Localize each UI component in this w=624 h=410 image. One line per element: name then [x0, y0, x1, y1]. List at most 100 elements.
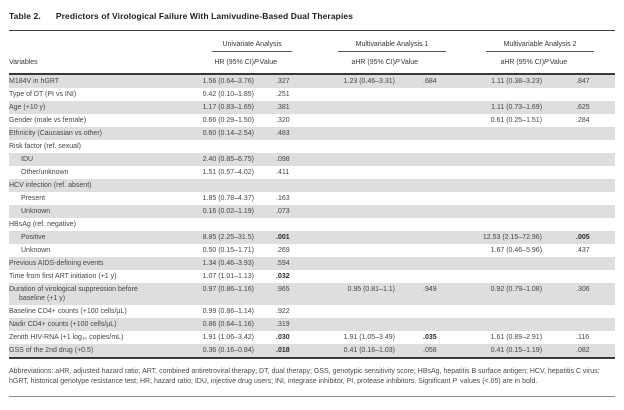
- cell: [449, 179, 544, 192]
- row-label: Age (+10 y): [9, 104, 46, 111]
- cell: [311, 140, 395, 153]
- table-row: Positive 8.85 (2.25–31.5) .001 12.53 (2.15–…: [9, 231, 616, 244]
- cell: [544, 192, 615, 205]
- cell: .437: [576, 247, 590, 254]
- cell: [544, 205, 615, 218]
- cell: [544, 318, 615, 331]
- spacer-cell: [9, 31, 196, 53]
- cell: 0.66 (0.29–1.50): [202, 117, 254, 124]
- cell: [311, 231, 395, 244]
- cell: .381: [276, 104, 290, 111]
- cell: [311, 218, 395, 231]
- cell: .483: [276, 130, 290, 137]
- cell: [449, 127, 544, 140]
- cell: [395, 192, 449, 205]
- cell: .284: [576, 117, 590, 124]
- row-label: Ethnicity (Caucasian vs other): [9, 130, 102, 137]
- row-label: HCV infection (ref. absent): [9, 182, 92, 189]
- cell: .949: [423, 286, 437, 293]
- table-row: Time from first ART initiation (+1 y) 1.0…: [9, 270, 615, 283]
- cell: 1.85 (0.78–4.37): [202, 195, 254, 202]
- col-header-pvalue-3: PValue: [544, 52, 616, 75]
- cell: 1.67 (0.46–5.96): [490, 247, 543, 254]
- cell: .269: [276, 247, 290, 254]
- cell: 0.42 (0.10–1.85): [202, 91, 254, 98]
- cell: .625: [576, 104, 590, 111]
- column-header-row: Variables HR (95% CI) PValue aHR (95% CI…: [9, 52, 616, 75]
- table-row: IDU 2.40 (0.85–6.75) .098: [9, 153, 616, 166]
- table-row: Baseline CD4+ counts (+100 cells/µL) 0.99…: [9, 305, 615, 318]
- cell: .082: [576, 347, 590, 354]
- cell: 0.92 (0.79–1.08): [490, 286, 543, 293]
- table-caption: Table 2. Predictors of Virological Failur…: [9, 11, 615, 21]
- cell: .030: [276, 334, 290, 341]
- table-number: Table 2.: [9, 11, 41, 21]
- cell: [311, 166, 395, 179]
- cell: .163: [276, 195, 290, 202]
- cell: [395, 166, 449, 179]
- cell: 1.17 (0.83–1.65): [202, 104, 254, 111]
- cell: [449, 88, 544, 101]
- row-label: Unknown: [21, 208, 51, 215]
- table-row: Ethnicity (Caucasian vs other) 0.60 (0.14…: [9, 127, 616, 140]
- cell: 0.97 (0.86–1.16): [202, 286, 254, 293]
- row-label: Present: [21, 195, 46, 202]
- cell: [395, 153, 449, 166]
- cell: .411: [276, 169, 290, 176]
- table-row: HBsAg (ref. negative): [9, 218, 615, 231]
- cell: .922: [276, 308, 290, 315]
- cell: [449, 192, 544, 205]
- cell: [311, 153, 395, 166]
- cell: [395, 231, 449, 244]
- table-row: Risk factor (ref. sexual): [9, 140, 615, 153]
- cell: 1.91 (1.05–3.49): [343, 334, 396, 341]
- cell: [311, 318, 395, 331]
- col-header-ahr-1: aHR (95% CI): [311, 52, 396, 75]
- cell: [196, 179, 254, 192]
- table-row: Gender (male vs female) 0.66 (0.29–1.50).…: [9, 114, 615, 127]
- cell: 1.11 (0.38–3.23): [491, 78, 543, 85]
- cell: 12.53 (2.15–72.96): [482, 234, 543, 241]
- row-label: Risk factor (ref. sexual): [9, 143, 81, 150]
- table-row: Previous AIDS-defining events 1.34 (0.46–…: [9, 257, 616, 270]
- cell: [449, 153, 544, 166]
- cell: [254, 218, 311, 231]
- cell: [311, 179, 395, 192]
- table-row: M184V in hGRT 1.56 (0.64–3.76) .327 1.23 (0…: [9, 74, 616, 88]
- row-label: M184V in hGRT: [9, 78, 60, 85]
- cell: [254, 179, 311, 192]
- cell: [395, 205, 449, 218]
- table-row: GSS of the 2nd drug (+0.5) 0.36 (0.16–0.8…: [9, 344, 616, 358]
- cell: 1.07 (1.01–1.13): [202, 273, 254, 280]
- col-header-variables: Variables: [9, 52, 196, 75]
- cell: 1.23 (0.46–3.31): [343, 78, 396, 85]
- row-label: HBsAg (ref. negative): [9, 221, 76, 228]
- cell: [395, 179, 449, 192]
- cell: [311, 257, 395, 270]
- cell: 8.85 (2.25–31.5): [202, 234, 254, 241]
- group-multivariable-2: Multivariable Analysis 2: [449, 31, 615, 52]
- cell: [311, 88, 395, 101]
- col-header-hr: HR (95% CI): [196, 52, 254, 75]
- row-label: Previous AIDS-defining events: [9, 260, 104, 267]
- cell: .594: [276, 260, 290, 267]
- cell: [311, 305, 395, 318]
- cell: [544, 179, 615, 192]
- cell: 0.99 (0.86–1.14): [202, 308, 254, 315]
- cell: [544, 166, 615, 179]
- cell: [196, 218, 254, 231]
- cell: 1.11 (0.73–1.69): [491, 104, 543, 111]
- table-row: HCV infection (ref. absent): [9, 179, 616, 192]
- cell: [544, 218, 615, 231]
- cell: [311, 127, 395, 140]
- cell: [449, 270, 544, 283]
- cell: 1.56 (0.64–3.76): [202, 78, 254, 85]
- cell: 0.36 (0.16–0.84): [202, 347, 254, 354]
- cell: [196, 140, 254, 153]
- cell: [544, 127, 615, 140]
- cell: .684: [423, 78, 437, 85]
- table-row: Type of DT (PI vs INI) 0.42 (0.10–1.85) .2…: [9, 88, 615, 101]
- cell: [395, 114, 449, 127]
- group-label: Multivariable Analysis 2: [486, 41, 595, 52]
- cell: [449, 318, 544, 331]
